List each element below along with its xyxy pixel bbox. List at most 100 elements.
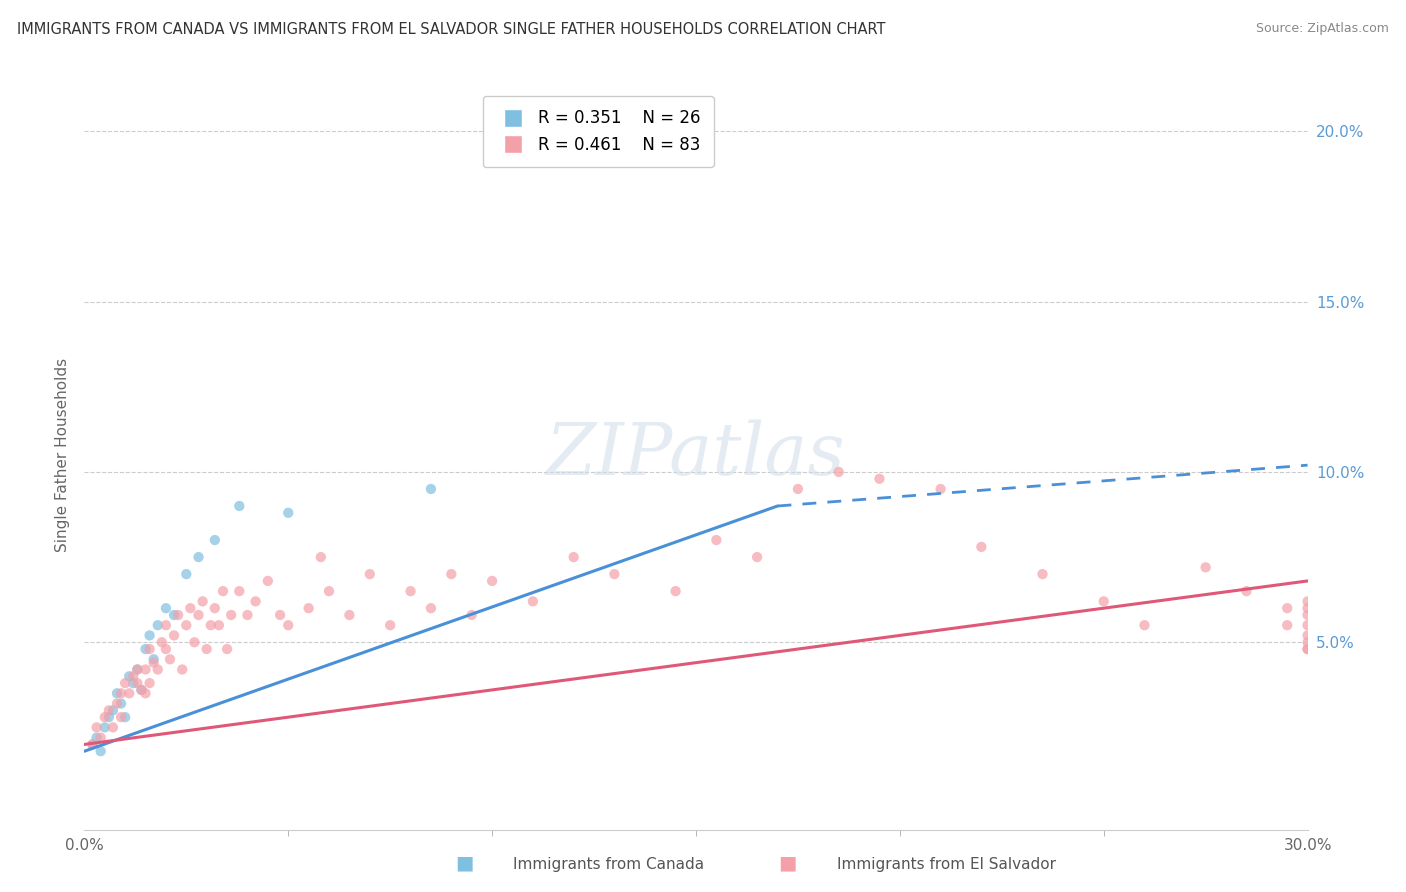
Point bbox=[1277, 601, 1299, 615]
Point bbox=[146, 663, 169, 677]
Point bbox=[1195, 560, 1218, 574]
Point bbox=[97, 703, 120, 717]
Point bbox=[93, 720, 115, 734]
Point bbox=[1296, 635, 1319, 649]
Point bbox=[359, 567, 381, 582]
Point bbox=[114, 676, 136, 690]
Point bbox=[562, 550, 585, 565]
Point bbox=[122, 669, 145, 683]
Point bbox=[212, 584, 235, 599]
Point bbox=[142, 656, 165, 670]
Point bbox=[131, 682, 153, 697]
Point bbox=[420, 482, 443, 496]
Point bbox=[187, 607, 209, 622]
Text: Source: ZipAtlas.com: Source: ZipAtlas.com bbox=[1256, 22, 1389, 36]
Point bbox=[146, 618, 169, 632]
Point bbox=[309, 550, 332, 565]
Point bbox=[110, 697, 132, 711]
Point bbox=[138, 642, 160, 657]
Point bbox=[277, 506, 299, 520]
Point bbox=[298, 601, 321, 615]
Point bbox=[118, 669, 141, 683]
Point bbox=[135, 642, 157, 657]
Point bbox=[1092, 594, 1115, 608]
Point bbox=[1032, 567, 1054, 582]
Point bbox=[114, 710, 136, 724]
Point bbox=[131, 682, 153, 697]
Point bbox=[155, 642, 177, 657]
Point bbox=[644, 141, 666, 155]
Point bbox=[118, 686, 141, 700]
Point bbox=[481, 574, 503, 588]
Point bbox=[420, 601, 443, 615]
Point bbox=[135, 663, 157, 677]
Point bbox=[97, 710, 120, 724]
Point bbox=[1296, 642, 1319, 657]
Point bbox=[665, 584, 688, 599]
Point bbox=[747, 550, 769, 565]
Point bbox=[236, 607, 259, 622]
Point bbox=[110, 710, 132, 724]
Point bbox=[603, 567, 626, 582]
Point bbox=[522, 594, 544, 608]
Point bbox=[195, 642, 218, 657]
Point bbox=[339, 607, 361, 622]
Point bbox=[217, 642, 239, 657]
Point bbox=[179, 601, 201, 615]
Point bbox=[127, 663, 149, 677]
Text: Immigrants from Canada: Immigrants from Canada bbox=[513, 857, 704, 872]
Point bbox=[228, 499, 250, 513]
Point bbox=[269, 607, 291, 622]
Point bbox=[228, 584, 250, 599]
Point bbox=[828, 465, 851, 479]
Point bbox=[82, 738, 104, 752]
Point bbox=[245, 594, 267, 608]
Point bbox=[1133, 618, 1156, 632]
Point bbox=[204, 533, 226, 547]
Text: IMMIGRANTS FROM CANADA VS IMMIGRANTS FROM EL SALVADOR SINGLE FATHER HOUSEHOLDS C: IMMIGRANTS FROM CANADA VS IMMIGRANTS FRO… bbox=[17, 22, 886, 37]
Point bbox=[1296, 601, 1319, 615]
Point bbox=[787, 482, 810, 496]
Point bbox=[440, 567, 463, 582]
Point bbox=[191, 594, 214, 608]
Point bbox=[105, 686, 128, 700]
Legend: R = 0.351    N = 26, R = 0.461    N = 83: R = 0.351 N = 26, R = 0.461 N = 83 bbox=[482, 96, 713, 167]
Point bbox=[380, 618, 402, 632]
Text: Immigrants from El Salvador: Immigrants from El Salvador bbox=[837, 857, 1056, 872]
Point bbox=[1296, 628, 1319, 642]
Point bbox=[163, 628, 186, 642]
Point bbox=[135, 686, 157, 700]
Point bbox=[101, 703, 124, 717]
Point bbox=[150, 635, 173, 649]
Point bbox=[142, 652, 165, 666]
Point bbox=[204, 601, 226, 615]
Point bbox=[86, 720, 108, 734]
Point bbox=[929, 482, 952, 496]
Y-axis label: Single Father Households: Single Father Households bbox=[55, 358, 70, 552]
Point bbox=[101, 720, 124, 734]
Text: ■: ■ bbox=[778, 854, 797, 872]
Point bbox=[1296, 594, 1319, 608]
Point bbox=[208, 618, 231, 632]
Point bbox=[110, 686, 132, 700]
Point bbox=[1277, 618, 1299, 632]
Point bbox=[82, 738, 104, 752]
Point bbox=[159, 652, 181, 666]
Point bbox=[138, 676, 160, 690]
Point bbox=[174, 618, 197, 632]
Point bbox=[219, 607, 242, 622]
Point bbox=[163, 607, 186, 622]
Point bbox=[1296, 642, 1319, 657]
Point bbox=[93, 710, 115, 724]
Point bbox=[127, 663, 149, 677]
Point bbox=[399, 584, 422, 599]
Point bbox=[200, 618, 222, 632]
Point bbox=[970, 540, 993, 554]
Point bbox=[138, 628, 160, 642]
Point bbox=[1234, 584, 1257, 599]
Point bbox=[86, 731, 108, 745]
Point bbox=[318, 584, 340, 599]
Point bbox=[1296, 618, 1319, 632]
Point bbox=[90, 744, 112, 758]
Point bbox=[122, 676, 145, 690]
